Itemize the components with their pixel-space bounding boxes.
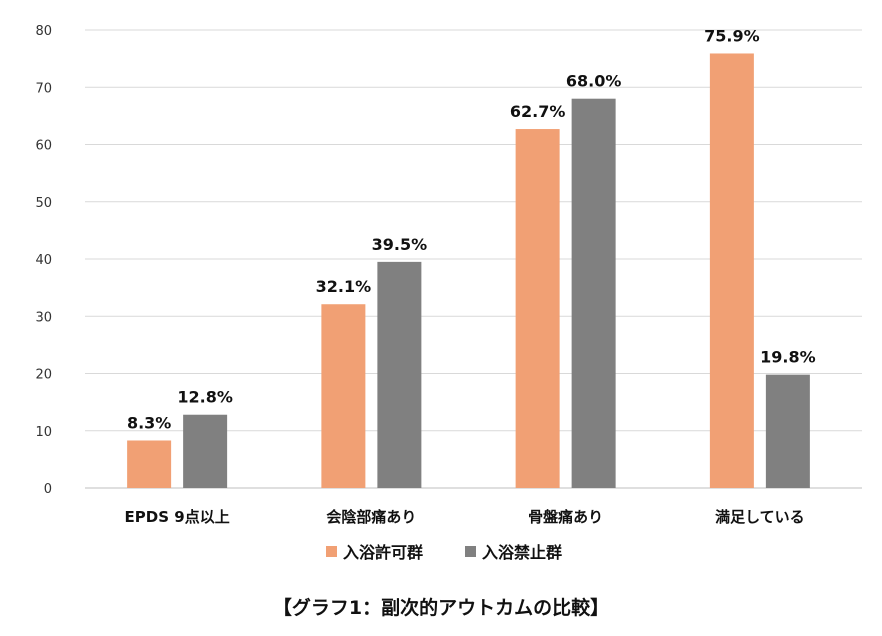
y-tick-label: 50 xyxy=(35,196,52,211)
x-tick-label: 骨盤痛あり xyxy=(528,508,603,526)
y-tick-label: 30 xyxy=(35,310,52,325)
data-label: 19.8% xyxy=(760,348,816,367)
data-label: 75.9% xyxy=(704,26,760,45)
y-tick-label: 10 xyxy=(35,425,52,440)
data-label: 12.8% xyxy=(177,388,233,407)
legend-swatch xyxy=(326,546,337,557)
bar-bath-allowed xyxy=(709,53,754,488)
x-tick-label: EPDS 9点以上 xyxy=(125,508,230,526)
x-tick-label: 満足している xyxy=(715,508,805,526)
y-tick-label: 0 xyxy=(44,482,52,497)
bar-bath-prohibited xyxy=(571,98,616,488)
bar-bath-prohibited xyxy=(183,414,228,488)
data-label: 32.1% xyxy=(316,277,372,296)
y-tick-label: 20 xyxy=(35,368,52,383)
data-label: 8.3% xyxy=(127,413,171,432)
data-label: 68.0% xyxy=(566,72,622,91)
legend-swatch xyxy=(465,546,476,557)
bar-bath-allowed xyxy=(127,440,172,488)
y-tick-label: 60 xyxy=(35,139,52,154)
chart-title: 【グラフ1：副次的アウトカムの比較】 xyxy=(273,596,609,619)
data-label: 39.5% xyxy=(372,235,428,254)
bar-bath-allowed xyxy=(515,129,560,489)
data-label: 62.7% xyxy=(510,102,566,121)
bar-bath-prohibited xyxy=(765,374,810,488)
x-tick-label: 会陰部痛あり xyxy=(326,508,416,526)
legend-label: 入浴禁止群 xyxy=(482,543,562,562)
bar-bath-allowed xyxy=(321,304,366,488)
legend-label: 入浴許可群 xyxy=(343,543,423,562)
y-tick-label: 40 xyxy=(35,253,52,268)
y-tick-label: 70 xyxy=(35,81,52,96)
y-tick-label: 80 xyxy=(35,24,52,39)
bar-bath-prohibited xyxy=(377,261,422,488)
